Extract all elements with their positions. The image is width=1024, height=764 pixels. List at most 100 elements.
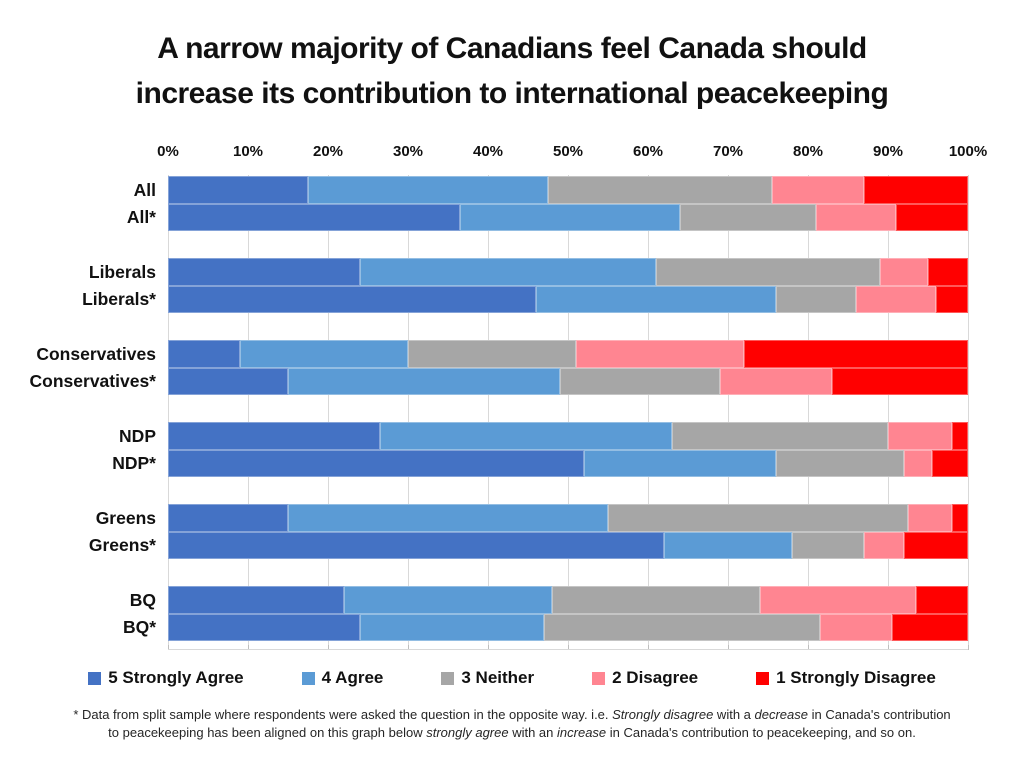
x-tick-label: 100% — [948, 143, 988, 160]
bar-segment-3-neither — [656, 258, 880, 286]
bar-segment-3-neither — [672, 422, 888, 450]
bar-segment-2-disagree — [908, 504, 952, 532]
y-label-all: All — [133, 179, 156, 200]
bar-segment-3-neither — [792, 531, 864, 559]
bar-segment-4-agree — [240, 340, 408, 368]
y-label-all-split: All* — [126, 207, 156, 228]
bar-bq-split — [168, 613, 968, 641]
legend: 5 Strongly Agree 4 Agree 3 Neither 2 Disagr… — [0, 668, 1024, 688]
bar-greens-split — [168, 531, 968, 559]
bar-conservatives — [168, 340, 968, 368]
footnote-text: with an — [508, 725, 558, 740]
y-label-bq-split: BQ* — [122, 617, 156, 638]
bar-segment-2-disagree — [576, 340, 744, 368]
legend-label: 4 Agree — [321, 668, 384, 687]
bar-segment-5-strongly-agree — [168, 258, 360, 286]
bar-segment-1-strongly-disagree — [936, 285, 968, 313]
bar-segment-2-disagree — [720, 367, 832, 395]
bar-segment-5-strongly-agree — [168, 367, 288, 395]
bar-segment-4-agree — [308, 176, 548, 204]
y-label-liberals: Liberals — [88, 261, 156, 282]
bar-segment-3-neither — [552, 586, 760, 614]
legend-swatch-icon — [88, 671, 102, 685]
bar-segment-4-agree — [584, 449, 776, 477]
bar-segment-2-disagree — [880, 258, 928, 286]
bar-segment-5-strongly-agree — [168, 285, 536, 313]
footnote-line-2: to peacekeeping has been aligned on this… — [12, 724, 1012, 742]
footnote: * Data from split sample where responden… — [0, 706, 1024, 742]
plot-area — [167, 175, 969, 650]
gridline — [407, 175, 409, 645]
bar-segment-2-disagree — [820, 613, 892, 641]
bar-conservatives-split — [168, 367, 968, 395]
bar-segment-3-neither — [548, 176, 772, 204]
bar-segment-4-agree — [664, 531, 792, 559]
bar-segment-1-strongly-disagree — [916, 586, 968, 614]
axis-tick — [487, 645, 489, 650]
legend-item-4-agree: 4 Agree — [301, 668, 384, 688]
x-tick-label: 80% — [792, 143, 824, 160]
gridline — [727, 175, 729, 645]
bar-segment-5-strongly-agree — [168, 613, 360, 641]
bar-segment-5-strongly-agree — [168, 449, 584, 477]
gridline — [327, 175, 329, 645]
gridline — [167, 175, 169, 645]
x-axis: 0% 10% 20% 30% 40% 50% 60% 70% 80% 90% 100% — [157, 143, 987, 163]
y-label-greens: Greens — [95, 507, 156, 528]
x-tick-label: 10% — [232, 143, 264, 160]
axis-tick — [567, 645, 569, 650]
bar-segment-2-disagree — [772, 176, 864, 204]
gridline — [647, 175, 649, 645]
bar-segment-5-strongly-agree — [168, 176, 308, 204]
y-label-liberals-split: Liberals* — [82, 289, 156, 310]
legend-label: 3 Neither — [461, 668, 535, 687]
axis-tick — [727, 645, 729, 650]
x-tick-label: 90% — [872, 143, 904, 160]
bar-segment-1-strongly-disagree — [864, 176, 968, 204]
bar-segment-3-neither — [408, 340, 576, 368]
footnote-italic-text: Strongly disagree — [612, 707, 714, 722]
legend-label: 2 Disagree — [612, 668, 699, 687]
footnote-line-1: * Data from split sample where responden… — [12, 706, 1012, 724]
y-label-conservatives: Conservatives — [36, 343, 156, 364]
gridline — [487, 175, 489, 645]
axis-tick — [647, 645, 649, 650]
bar-segment-1-strongly-disagree — [928, 258, 968, 286]
axis-tick — [327, 645, 329, 650]
bar-segment-5-strongly-agree — [168, 340, 240, 368]
chart-title-line-1: A narrow majority of Canadians feel Cana… — [157, 32, 867, 65]
footnote-text: with a — [713, 707, 755, 722]
bar-segment-4-agree — [288, 504, 608, 532]
bar-segment-1-strongly-disagree — [744, 340, 968, 368]
chart-title: A narrow majority of Canadians feel Cana… — [0, 26, 1024, 116]
bar-all-split — [168, 203, 968, 231]
x-tick-label: 70% — [712, 143, 744, 160]
axis-tick — [167, 645, 169, 650]
bar-segment-5-strongly-agree — [168, 504, 288, 532]
legend-swatch-icon — [756, 671, 770, 685]
chart-title-line-2: increase its contribution to internation… — [135, 77, 889, 110]
x-tick-label: 0% — [157, 143, 179, 160]
bar-all — [168, 176, 968, 204]
bar-segment-4-agree — [380, 422, 672, 450]
axis-baseline — [168, 649, 968, 650]
bar-segment-2-disagree — [864, 531, 904, 559]
x-tick-label: 50% — [552, 143, 584, 160]
y-label-ndp-split: NDP* — [112, 453, 156, 474]
footnote-italic-text: decrease — [754, 707, 808, 722]
bar-segment-5-strongly-agree — [168, 422, 380, 450]
bar-segment-2-disagree — [888, 422, 952, 450]
y-axis-labels: All All* Liberals Liberals* Conservatives Con… — [0, 0, 156, 764]
legend-label: 5 Strongly Agree — [108, 668, 244, 687]
footnote-italic-text: strongly agree — [426, 725, 509, 740]
legend-item-5-strongly-agree: 5 Strongly Agree — [88, 668, 244, 688]
bar-liberals-split — [168, 285, 968, 313]
y-label-greens-split: Greens* — [88, 535, 156, 556]
bar-segment-2-disagree — [816, 203, 896, 231]
axis-tick — [807, 645, 809, 650]
bar-segment-3-neither — [608, 504, 908, 532]
gridline — [887, 175, 889, 645]
axis-tick — [887, 645, 889, 650]
bar-segment-4-agree — [360, 258, 656, 286]
bar-segment-1-strongly-disagree — [892, 613, 968, 641]
